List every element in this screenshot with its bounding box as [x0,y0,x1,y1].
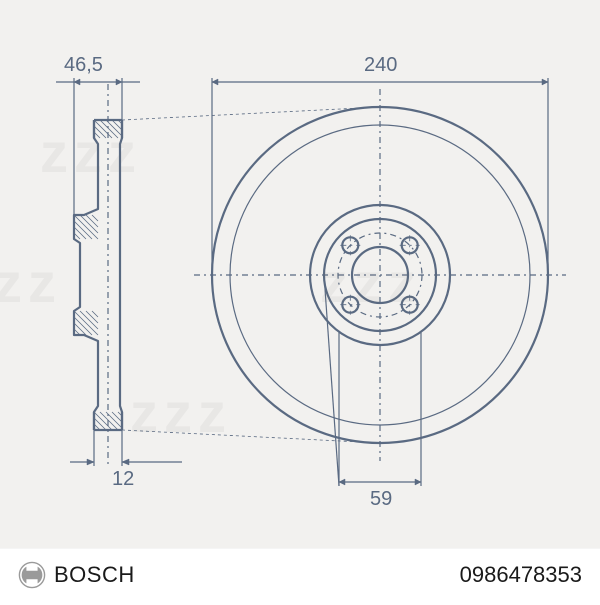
dim-thickness-label: 12 [112,468,134,491]
dim-outer-diameter-label: 240 [364,54,397,77]
technical-drawing [0,0,600,600]
dim-offset-label: 46,5 [64,54,103,77]
dim-hub-diameter-label: 59 [370,488,392,511]
footer: BOSCH 0986478353 [0,548,600,600]
diagram-canvas: 46,5 12 240 59 zzz zzz zzz zzz [0,0,600,600]
part-number: 0986478353 [460,562,582,588]
bosch-logo-icon [18,561,46,589]
brand-block: BOSCH [18,561,135,589]
brand-text: BOSCH [54,562,135,588]
